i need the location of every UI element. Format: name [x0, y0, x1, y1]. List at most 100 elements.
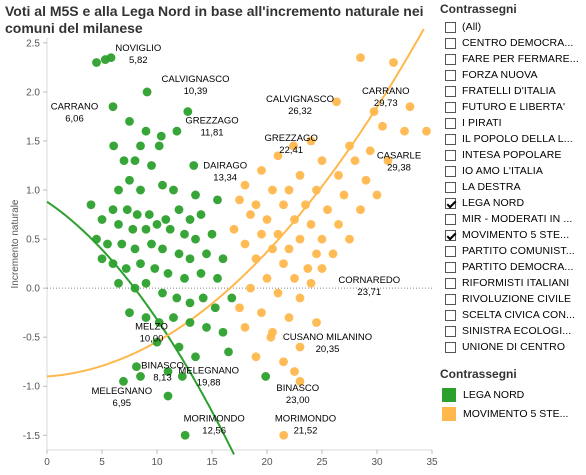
- data-point: [240, 180, 250, 190]
- data-point: [142, 87, 152, 97]
- filter-checkbox[interactable]: [445, 37, 456, 49]
- chart-title: Voti al M5S e alla Lega Nord in base all…: [5, 3, 424, 36]
- filter-item[interactable]: CENTRO DEMOCRA...: [440, 35, 586, 51]
- data-point: [202, 249, 211, 259]
- filter-checkbox[interactable]: [445, 229, 456, 241]
- data-point: [136, 185, 145, 195]
- filter-item[interactable]: IO AMO L'ITALIA: [440, 163, 586, 179]
- filter-item[interactable]: FRATELLI D'ITALIA: [440, 83, 586, 99]
- filter-checkbox[interactable]: [445, 165, 456, 177]
- filter-checkbox[interactable]: [445, 277, 456, 289]
- filter-checkbox[interactable]: [445, 133, 456, 145]
- filter-checkbox[interactable]: [445, 245, 456, 257]
- data-point: [290, 367, 299, 376]
- data-point: [130, 156, 140, 166]
- filter-item[interactable]: FUTURO E LIBERTA': [440, 99, 586, 115]
- data-point: [210, 303, 220, 313]
- annotation-value: 11,81: [200, 127, 223, 138]
- filter-checkbox[interactable]: [445, 341, 456, 353]
- data-point: [172, 126, 182, 136]
- filter-item[interactable]: PARTITO COMUNIST...: [440, 243, 586, 259]
- filter-item[interactable]: I PIRATI: [440, 115, 586, 131]
- filter-checkbox[interactable]: [445, 101, 456, 113]
- y-tick-label: 1.0: [26, 186, 40, 197]
- filter-item[interactable]: RIFORMISTI ITALIANI: [440, 275, 586, 291]
- data-point: [273, 229, 283, 239]
- legend-item[interactable]: LEGA NORD: [440, 385, 586, 404]
- filter-item[interactable]: (All): [440, 19, 586, 35]
- data-point: [303, 264, 313, 273]
- filter-item[interactable]: MOVIMENTO 5 STE...: [440, 227, 586, 243]
- filter-item[interactable]: INTESA POPOLARE: [440, 147, 586, 163]
- data-point: [136, 259, 145, 269]
- annotation-name: MORIMONDO: [275, 414, 336, 425]
- filter-checkbox[interactable]: [445, 117, 456, 129]
- filter-checkbox[interactable]: [445, 261, 456, 273]
- data-point: [161, 215, 171, 224]
- filter-checkbox[interactable]: [445, 309, 456, 321]
- filter-item[interactable]: LA DESTRA: [440, 179, 586, 195]
- filter-item[interactable]: MIR - MODERATI IN ...: [440, 211, 586, 227]
- filter-checkbox[interactable]: [445, 325, 456, 337]
- filter-item[interactable]: FARE PER FERMARE...: [440, 51, 586, 67]
- annotation-value: 23,00: [286, 395, 310, 406]
- annotation-value: 26,32: [288, 106, 312, 117]
- data-point: [213, 273, 222, 283]
- data-point: [163, 391, 173, 401]
- filter-checkbox[interactable]: [445, 21, 456, 33]
- data-point: [240, 239, 250, 249]
- data-point: [136, 372, 145, 381]
- annotation-name: GREZZAGO: [185, 115, 238, 126]
- y-axis-label: Incremento naturale: [10, 199, 21, 288]
- data-point: [108, 259, 118, 269]
- data-point: [185, 318, 195, 327]
- x-tick-label: 30: [371, 457, 383, 468]
- data-point: [191, 234, 200, 244]
- annotation-value: 6,95: [113, 398, 132, 409]
- annotation-value: 6,06: [65, 114, 84, 125]
- y-tick-label: -1.0: [23, 382, 41, 393]
- data-point: [345, 234, 354, 244]
- data-point: [144, 210, 154, 219]
- data-point: [183, 107, 193, 116]
- filter-item[interactable]: UNIONE DI CENTRO: [440, 339, 586, 355]
- data-point: [350, 156, 360, 166]
- data-point: [152, 337, 162, 347]
- data-point: [154, 318, 164, 327]
- data-point: [224, 347, 233, 357]
- annotation-value: 22,41: [279, 145, 303, 156]
- data-point: [246, 283, 255, 293]
- filter-checkbox[interactable]: [445, 197, 456, 209]
- annotation-name: GREZZAGO: [265, 133, 318, 144]
- data-point: [266, 332, 276, 342]
- filter-checkbox[interactable]: [445, 181, 456, 193]
- filter-item[interactable]: SCELTA CIVICA CON...: [440, 307, 586, 323]
- annotation-value: 29,73: [374, 98, 398, 109]
- data-point: [174, 205, 184, 215]
- filter-checkbox[interactable]: [445, 149, 456, 161]
- filter-checkbox[interactable]: [445, 69, 456, 81]
- filter-item[interactable]: FORZA NUOVA: [440, 67, 586, 83]
- data-point: [97, 254, 107, 264]
- filter-item[interactable]: IL POPOLO DELLA L...: [440, 131, 586, 147]
- data-point: [400, 126, 409, 136]
- legend-item[interactable]: MOVIMENTO 5 STE...: [440, 404, 586, 423]
- y-tick-label: 2.0: [26, 87, 40, 98]
- filter-checkbox[interactable]: [445, 293, 456, 305]
- data-point: [119, 376, 128, 386]
- data-point: [198, 293, 208, 303]
- filter-item[interactable]: PARTITO DEMOCRA...: [440, 259, 586, 275]
- x-tick-label: 10: [151, 457, 163, 468]
- filter-item-label: SCELTA CIVICA CON...: [462, 309, 576, 321]
- data-point: [284, 185, 294, 195]
- data-point: [125, 116, 134, 126]
- filter-checkbox[interactable]: [445, 213, 456, 225]
- filter-item[interactable]: LEGA NORD: [440, 195, 586, 211]
- filter-checkbox[interactable]: [445, 53, 456, 65]
- data-point: [128, 224, 138, 234]
- filter-item[interactable]: SINISTRA ECOLOGI...: [440, 323, 586, 339]
- data-point: [165, 224, 175, 234]
- data-point: [122, 205, 132, 215]
- filter-checkbox[interactable]: [445, 85, 456, 97]
- filter-item[interactable]: RIVOLUZIONE CIVILE: [440, 291, 586, 307]
